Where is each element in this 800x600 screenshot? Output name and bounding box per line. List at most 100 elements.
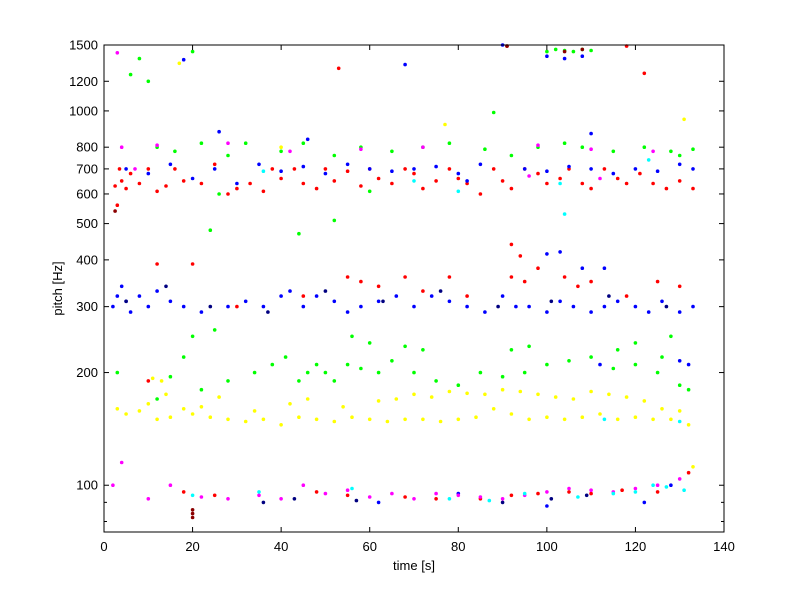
data-point [168,483,173,488]
data-point [615,299,620,304]
data-point [261,500,266,505]
data-point [403,167,407,171]
data-point [173,167,177,171]
x-tick-label: 120 [625,539,647,554]
data-point [456,171,461,176]
data-point [545,252,549,256]
data-point [660,407,664,411]
data-point [536,171,540,176]
data-point [111,483,115,488]
data-point [602,167,607,171]
data-point [164,184,168,188]
y-tick-label: 200 [76,365,98,380]
data-point [527,174,531,178]
data-point [545,169,549,173]
data-point [288,402,292,406]
data-point [115,294,120,298]
data-point [367,417,372,422]
data-point [500,179,505,183]
data-point [624,395,629,399]
data-point [252,409,257,413]
data-point [558,176,562,181]
data-point [589,186,593,191]
data-point [412,171,416,176]
data-point [412,497,416,501]
data-point [465,391,469,396]
data-point [381,299,385,304]
data-point [562,56,567,61]
data-point [412,304,416,309]
data-point [301,141,306,145]
data-point [571,49,576,54]
data-point [385,419,390,424]
data-point [686,387,691,392]
data-point [429,294,434,298]
data-point [297,379,301,383]
data-point [350,486,354,491]
data-point [261,417,266,422]
data-point [664,304,669,309]
data-point [576,284,580,289]
data-point [168,415,173,420]
data-point [345,275,350,279]
data-point [624,294,629,298]
data-point [252,370,257,375]
axes: 0 20 40 60 80 100 120 140 100 200 300 400 500 600 700 8… [69,38,735,555]
data-point [168,299,173,304]
data-point [642,71,647,76]
data-point [598,362,602,367]
data-point [155,397,159,401]
data-point [434,497,438,501]
data-point [199,310,204,314]
data-point [589,355,593,359]
data-point [646,158,651,162]
data-point [270,167,275,171]
data-point [212,167,217,171]
data-point [686,362,691,367]
data-point [607,392,611,397]
data-point [500,374,505,379]
data-point [164,392,168,397]
data-point [297,415,301,420]
data-point [217,129,221,134]
data-point [447,167,452,171]
data-point [553,395,558,399]
data-point [580,415,585,420]
data-point [403,344,407,349]
y-tick-label: 1000 [69,103,98,118]
data-point [181,179,186,183]
data-point [677,153,682,158]
x-tick-label: 140 [713,539,735,554]
data-point [390,491,394,496]
data-point [509,493,514,498]
data-point [633,415,638,420]
data-point [642,145,647,149]
data-point [359,279,363,284]
data-point [248,181,252,186]
data-point [589,491,593,496]
data-point [412,370,416,375]
data-point [633,341,638,345]
data-point [146,379,151,383]
data-point [190,508,195,512]
data-point [376,284,381,289]
data-point [536,266,540,271]
data-point [367,495,372,499]
data-point [478,495,483,499]
data-point [421,289,425,293]
data-point [350,334,354,339]
data-point [345,310,350,314]
data-point [345,488,350,493]
data-point [646,310,651,314]
x-tick-label: 100 [536,539,558,554]
data-point [589,147,593,151]
data-point [611,491,616,496]
y-tick-label: 700 [76,161,98,176]
data-point [611,366,616,371]
data-point [124,299,128,304]
data-point [190,412,195,416]
data-point [279,423,283,427]
data-point [226,417,230,422]
data-point [150,376,155,381]
data-point [323,289,328,293]
